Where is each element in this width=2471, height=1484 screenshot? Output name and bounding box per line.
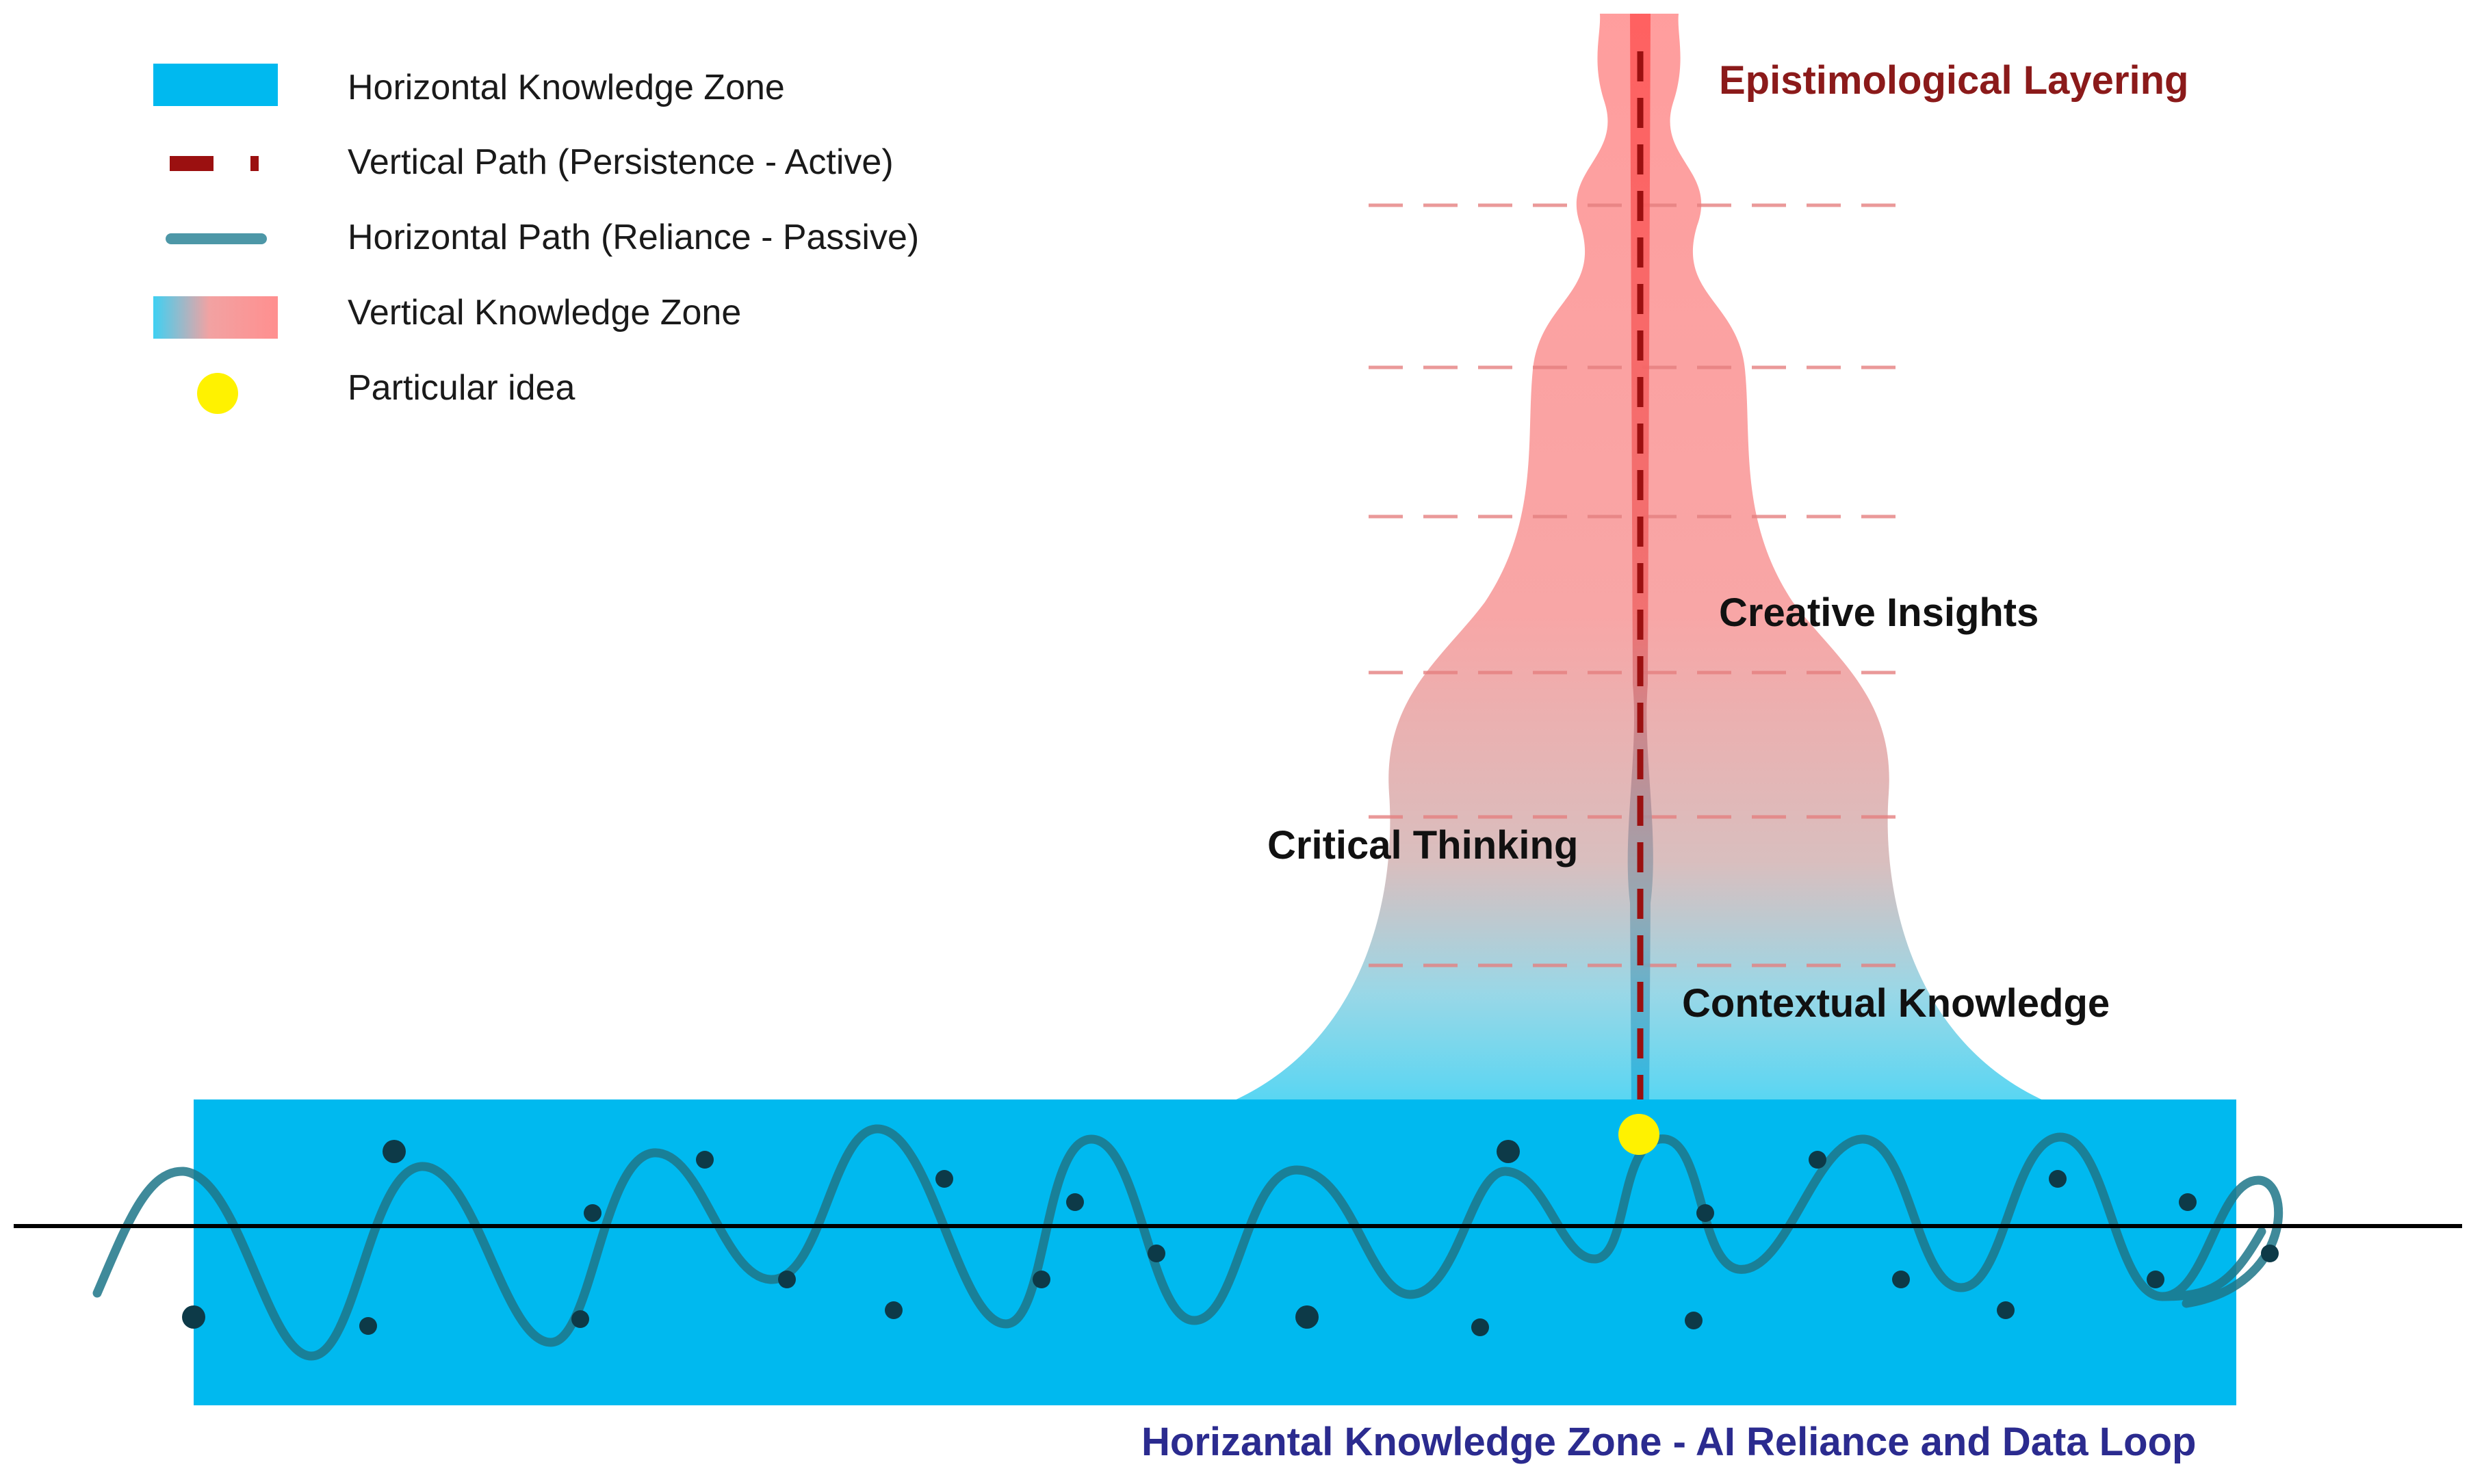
data-point [1148,1245,1165,1262]
legend-label: Vertical Knowledge Zone [348,293,741,333]
data-point [359,1317,377,1335]
legend-item-horizontal-path: Horizontal Path (Reliance - Passive) [166,218,919,257]
legend-label: Particular idea [348,368,575,408]
particular-idea-dot [1618,1114,1659,1155]
data-point [2179,1193,2197,1211]
data-point [2147,1271,2164,1288]
data-point [571,1310,589,1328]
data-point [1685,1312,1703,1329]
legend-label: Vertical Path (Persistence - Active) [348,142,894,182]
data-point [1295,1305,1319,1329]
epistemological-layering-title: Epistimological Layering [1719,58,2188,103]
legend-item-vertical-path: Vertical Path (Persistence - Active) [170,142,894,182]
data-point [2049,1170,2067,1188]
particular-idea-swatch [197,373,238,414]
legend-item-particular-idea: Particular idea [197,368,575,414]
data-point [584,1204,601,1222]
vertical-path-swatch-dash [170,156,214,171]
layer-dividers [1369,203,1902,967]
legend-item-vertical-zone: Vertical Knowledge Zone [153,293,741,339]
legend-label: Horizontal Path (Reliance - Passive) [348,218,919,257]
critical-thinking-label: Critical Thinking [1267,823,1578,868]
vertical-zone-swatch [153,296,278,339]
contextual-knowledge-label: Contextual Knowledge [1682,981,2110,1026]
data-point [383,1140,406,1163]
data-point [935,1170,953,1188]
creative-insights-label: Creative Insights [1719,590,2039,635]
horizontal-zone-swatch [153,64,278,106]
data-point [1471,1318,1489,1336]
data-point [885,1301,903,1319]
data-point [778,1271,796,1288]
vertical-zone-stem [1627,14,1653,1102]
data-point [1997,1301,2015,1319]
data-point [696,1151,714,1169]
data-point [182,1305,205,1329]
legend: Horizontal Knowledge Zone Vertical Path … [153,64,919,414]
horizontal-knowledge-zone [194,1099,2236,1405]
data-points [182,1140,2279,1336]
horizontal-zone-caption: Horizantal Knowledge Zone - AI Reliance … [1141,1420,2196,1464]
data-point [1066,1193,1084,1211]
legend-label: Horizontal Knowledge Zone [348,68,785,107]
data-point [1809,1151,1826,1169]
data-point [1497,1140,1520,1163]
data-point [1033,1271,1050,1288]
data-point [2261,1245,2279,1262]
horizontal-path [92,1124,2284,1361]
vertical-path-swatch-dot [250,156,259,171]
data-point [1696,1204,1714,1222]
legend-item-horizontal-zone: Horizontal Knowledge Zone [153,64,785,107]
data-point [1892,1271,1910,1288]
